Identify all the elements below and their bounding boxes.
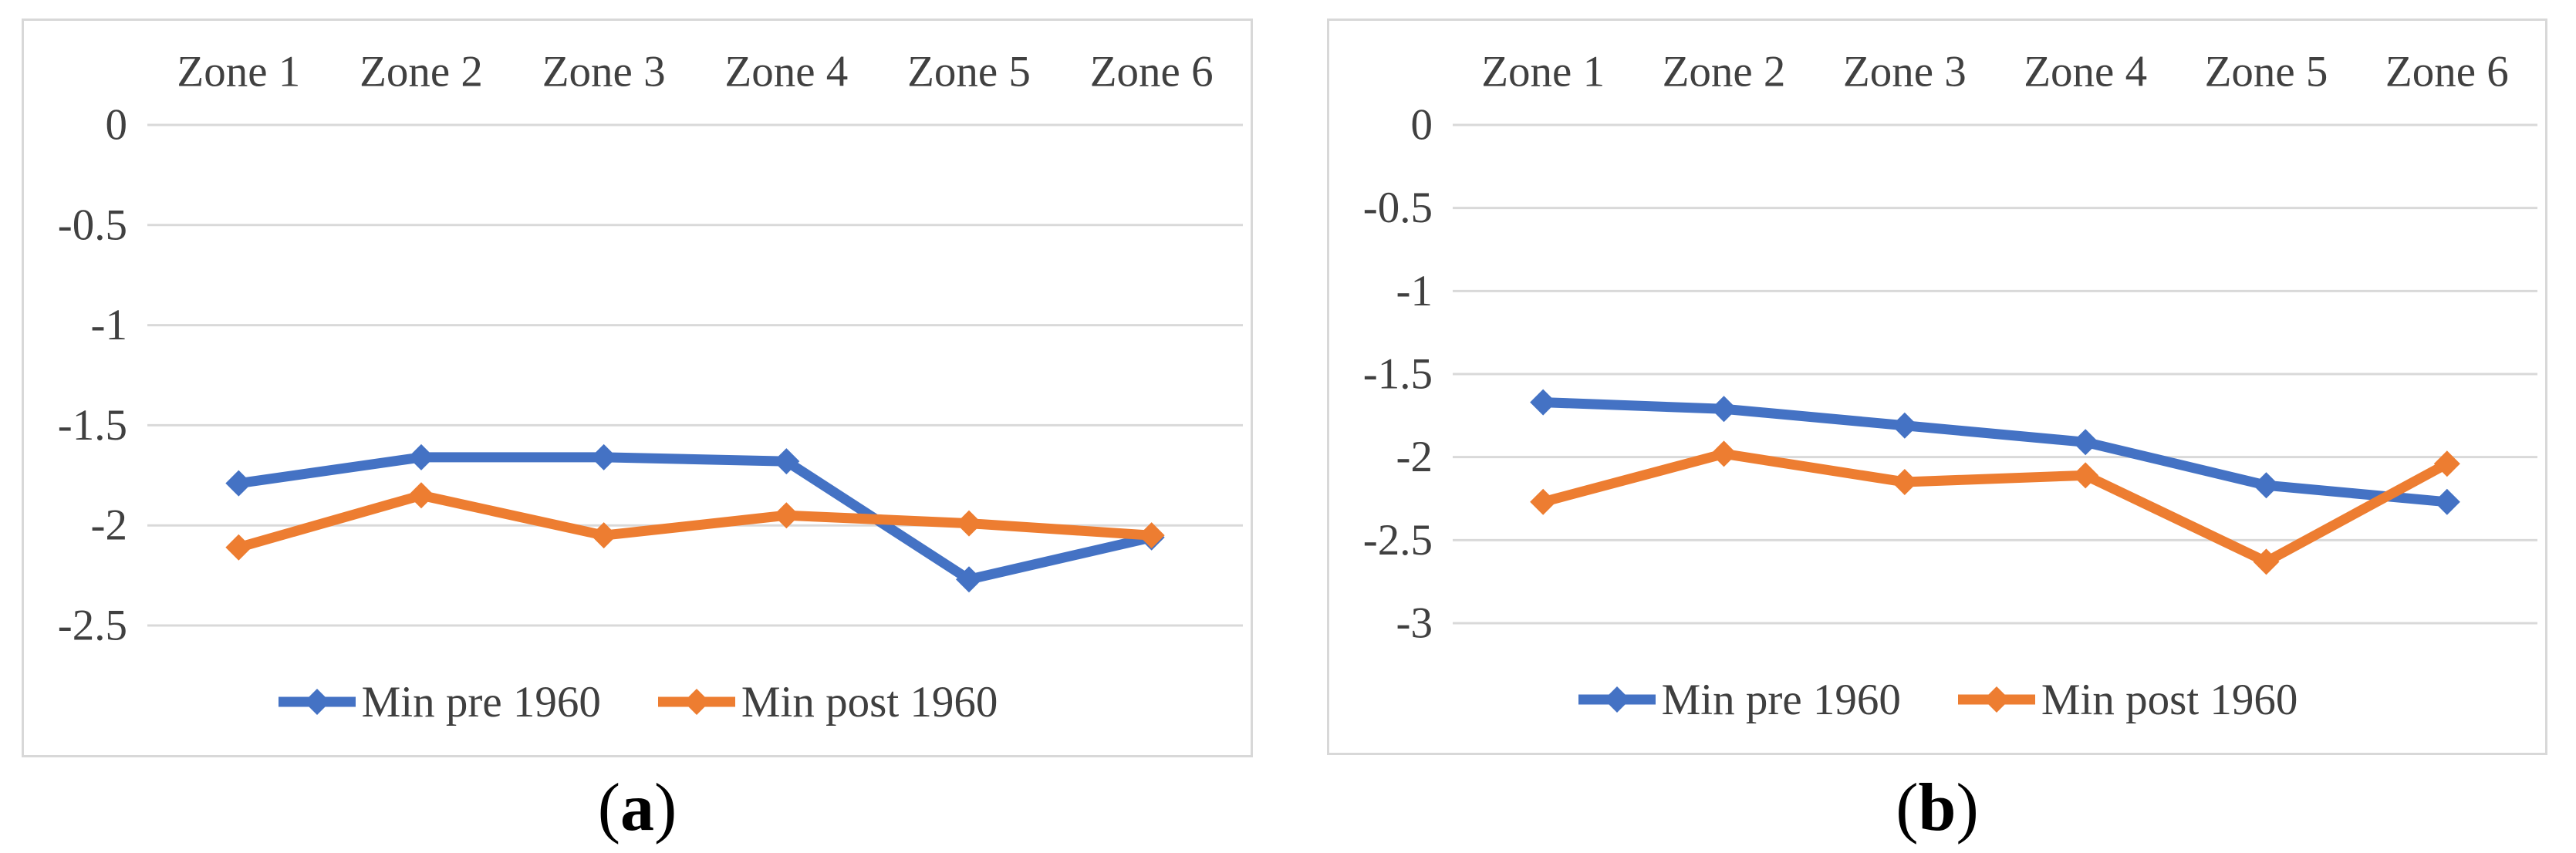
y-tick-label: -0.5 bbox=[58, 201, 127, 249]
category-label: Zone 3 bbox=[1843, 48, 1967, 96]
data-point-marker bbox=[408, 482, 434, 509]
series-line bbox=[1538, 448, 2453, 567]
y-tick-label: -2.5 bbox=[58, 602, 127, 650]
y-tick-label: -3 bbox=[1396, 599, 1433, 648]
data-point-marker bbox=[2253, 472, 2280, 499]
data-point-marker bbox=[773, 502, 800, 529]
data-point-marker bbox=[1530, 389, 1557, 416]
category-label: Zone 2 bbox=[360, 48, 483, 96]
data-point-marker bbox=[2433, 450, 2460, 477]
data-point-marker bbox=[1710, 440, 1737, 467]
category-label: Zone 4 bbox=[724, 48, 848, 96]
caption-letter: b bbox=[1918, 770, 1956, 845]
category-label: Zone 4 bbox=[2024, 48, 2147, 96]
category-label: Zone 6 bbox=[2385, 48, 2509, 96]
chart-a-plot: 0 -0.5 -1 -1.5 -2 -2.5 Zone 1 Zone 2 Zone 3 Zone … bbox=[58, 48, 1243, 650]
chart-b-plot: 0 -0.5 -1 -1.5 -2 -2.5 -3 Zone 1 Zone 2 Zone 3 Zon… bbox=[1363, 48, 2537, 648]
category-label: Zone 6 bbox=[1090, 48, 1214, 96]
y-tick-label: -0.5 bbox=[1363, 184, 1433, 232]
data-point-marker bbox=[590, 443, 617, 470]
caption-paren-close: ) bbox=[654, 770, 677, 845]
data-point-marker bbox=[2253, 548, 2280, 575]
data-point-marker bbox=[2433, 488, 2460, 515]
series-line bbox=[1538, 397, 2453, 507]
y-tick-label: -1 bbox=[91, 301, 127, 349]
y-tick-label: -1.5 bbox=[58, 401, 127, 450]
caption-paren-close: ) bbox=[1956, 770, 1979, 845]
series-line bbox=[233, 452, 1157, 585]
data-point-marker bbox=[1891, 412, 1918, 439]
category-label: Zone 1 bbox=[177, 48, 300, 96]
chart-panel-b: 0 -0.5 -1 -1.5 -2 -2.5 -3 Zone 1 Zone 2 Zone 3 Zon… bbox=[1327, 19, 2547, 755]
category-label: Zone 2 bbox=[1663, 48, 1786, 96]
y-tick-label: -2.5 bbox=[1363, 516, 1433, 565]
category-label: Zone 5 bbox=[2205, 48, 2328, 96]
y-tick-label: -1 bbox=[1396, 267, 1433, 315]
data-point-marker bbox=[1530, 488, 1557, 515]
data-point-marker bbox=[408, 443, 434, 470]
caption-paren-open: ( bbox=[597, 770, 620, 845]
subfigure-caption-b: (b) bbox=[1327, 774, 2547, 842]
y-tick-label: -1.5 bbox=[1363, 350, 1433, 399]
y-tick-label: -2 bbox=[91, 501, 127, 550]
caption-letter: a bbox=[620, 770, 654, 845]
data-point-marker bbox=[956, 510, 982, 537]
category-label: Zone 5 bbox=[907, 48, 1031, 96]
data-point-marker bbox=[773, 448, 800, 475]
category-label: Zone 1 bbox=[1481, 48, 1605, 96]
data-point-marker bbox=[225, 470, 252, 497]
y-tick-label: 0 bbox=[1411, 101, 1433, 150]
chart-panel-a: 0 -0.5 -1 -1.5 -2 -2.5 Zone 1 Zone 2 Zone 3 Zone … bbox=[22, 19, 1253, 757]
category-label: Zone 3 bbox=[542, 48, 666, 96]
data-point-marker bbox=[2072, 429, 2099, 456]
y-tick-label: -2 bbox=[1396, 433, 1433, 481]
caption-paren-open: ( bbox=[1896, 770, 1919, 845]
data-point-marker bbox=[1891, 468, 1918, 495]
data-point-marker bbox=[1710, 396, 1737, 423]
data-point-marker bbox=[590, 522, 617, 549]
y-tick-label: 0 bbox=[106, 101, 128, 150]
data-point-marker bbox=[2072, 462, 2099, 489]
series-line bbox=[233, 490, 1157, 553]
data-point-marker bbox=[225, 534, 252, 561]
data-point-marker bbox=[1138, 522, 1165, 549]
subfigure-caption-a: (a) bbox=[22, 774, 1253, 842]
data-point-marker bbox=[956, 566, 982, 593]
